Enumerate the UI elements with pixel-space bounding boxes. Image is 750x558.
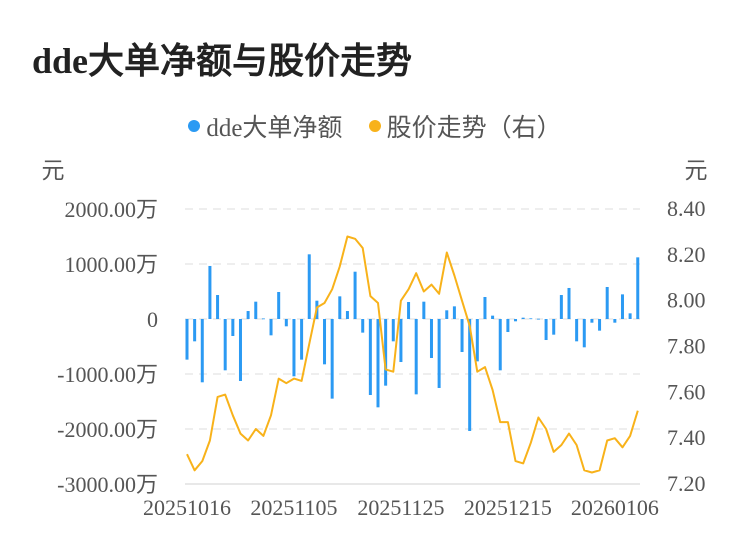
bar: [185, 319, 189, 360]
bar: [246, 311, 250, 319]
bar: [460, 319, 464, 352]
bar: [498, 319, 502, 371]
right-axis-tick-label: 7.60: [667, 379, 706, 404]
bar: [452, 306, 456, 319]
bar: [468, 319, 472, 431]
legend-dot-icon: [368, 120, 381, 132]
bar: [590, 319, 594, 323]
bar: [506, 319, 510, 332]
bar: [529, 318, 533, 320]
right-axis-tick-label: 7.40: [667, 425, 706, 450]
bar: [254, 301, 258, 319]
bar: [300, 319, 304, 360]
left-axis-unit: 元: [42, 158, 65, 183]
bar: [552, 319, 556, 335]
bar: [414, 319, 418, 395]
bar: [376, 319, 380, 408]
bar: [544, 319, 548, 341]
left-axis-tick-label: 0: [147, 307, 158, 332]
left-axis-tick-label: -2000.00万: [57, 417, 158, 442]
bar: [491, 315, 495, 319]
bar: [361, 319, 365, 333]
bar: [216, 295, 220, 319]
right-axis-tick-label: 8.20: [667, 242, 706, 267]
bar: [605, 286, 609, 319]
bar: [582, 319, 586, 348]
bar: [407, 302, 411, 319]
legend-label: 股价走势（右）: [386, 115, 562, 142]
left-axis-tick-label: -3000.00万: [57, 472, 158, 497]
bar: [384, 319, 388, 386]
legend: dde大单净额 股价走势（右）: [0, 108, 750, 144]
legend-dot-icon: [188, 120, 201, 132]
bar: [536, 318, 540, 320]
bar: [200, 319, 204, 383]
bar: [483, 297, 487, 319]
bar: [307, 254, 311, 319]
bar: [231, 319, 235, 336]
bar: [353, 271, 357, 319]
price-line: [186, 235, 639, 474]
bar: [429, 319, 433, 358]
right-axis-tick-label: 7.20: [667, 471, 706, 496]
bar: [368, 319, 372, 396]
bar: [521, 317, 525, 319]
bar: [323, 319, 327, 365]
bar: [636, 257, 640, 319]
legend-item-dde[interactable]: dde大单净额: [188, 108, 342, 144]
bar: [292, 319, 296, 377]
bar: [422, 301, 426, 319]
bar: [567, 287, 571, 319]
chart-title: dde大单净额与股价走势: [32, 41, 413, 81]
bar: [628, 313, 632, 319]
x-axis-tick-label: 20251125: [357, 495, 444, 520]
right-axis-tick-label: 8.40: [667, 196, 706, 221]
x-axis-tick-label: 20260106: [571, 495, 659, 520]
bar: [620, 294, 624, 319]
x-axis-tick-label: 20251016: [143, 495, 231, 520]
bar: [284, 319, 288, 327]
bar: [391, 319, 395, 342]
bar: [277, 291, 281, 319]
bar: [613, 319, 617, 323]
x-axis-tick-label: 20251105: [250, 495, 337, 520]
left-axis-tick-label: -1000.00万: [57, 362, 158, 387]
bar: [261, 318, 265, 320]
left-axis-tick-label: 1000.00万: [64, 252, 158, 277]
right-axis-tick-label: 7.80: [667, 334, 706, 359]
bar: [238, 319, 242, 381]
bar: [575, 319, 579, 342]
right-axis-tick-label: 8.00: [667, 288, 706, 313]
right-axis-unit: 元: [685, 158, 708, 183]
bar: [559, 295, 563, 319]
bar: [338, 296, 342, 319]
bar: [208, 265, 212, 319]
bar: [598, 319, 602, 331]
bar: [269, 319, 273, 336]
bar: [330, 319, 334, 399]
bar: [445, 310, 449, 319]
legend-item-price[interactable]: 股价走势（右）: [368, 108, 562, 144]
bar: [399, 319, 403, 363]
left-axis-tick-label: 2000.00万: [64, 197, 158, 222]
bar: [223, 319, 227, 371]
bar: [437, 319, 441, 388]
bar: [475, 319, 479, 362]
x-axis-tick-label: 20251215: [464, 495, 552, 520]
legend-label: dde大单净额: [206, 115, 343, 142]
bar: [193, 319, 197, 342]
bar: [345, 311, 349, 319]
bar: [514, 319, 518, 322]
